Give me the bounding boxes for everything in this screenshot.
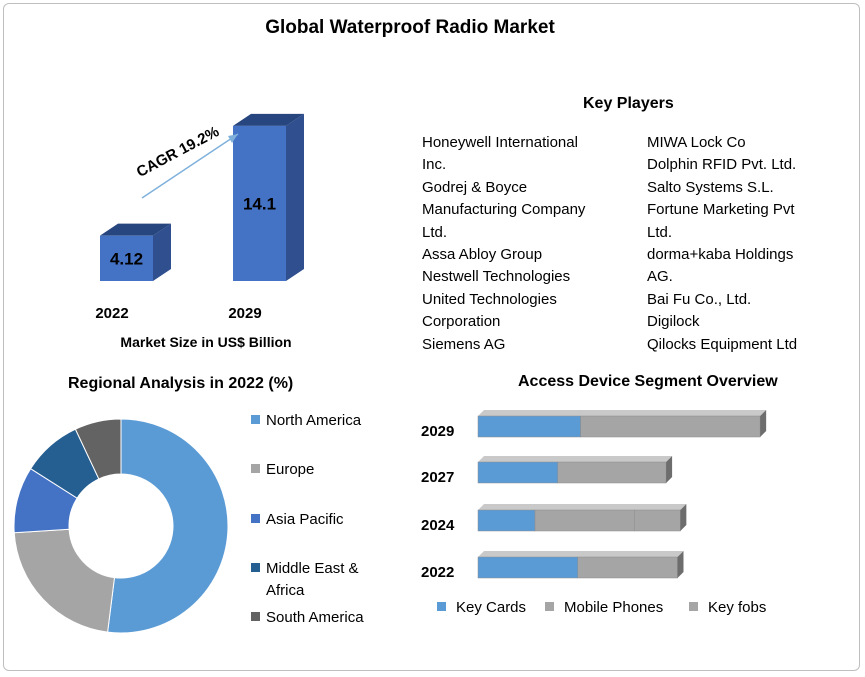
bar-top (233, 113, 304, 126)
bar-side (286, 113, 304, 282)
bar-2022-key-cards (477, 556, 578, 579)
legend-swatch-europe (251, 464, 260, 473)
legend-swatch-mobile-phones (545, 602, 554, 611)
bar-side-face (680, 504, 687, 531)
key-player-line: Salto Systems S.L. (647, 178, 774, 196)
access-chart-title: Access Device Segment Overview (518, 373, 778, 390)
key-player-line: Nestwell Technologies (422, 268, 571, 286)
bar-2027-mobile-phones (557, 461, 667, 484)
key-player-line: Assa Abloy Group (422, 246, 543, 264)
bar-side-face (666, 456, 673, 483)
key-player-line: Manufacturing Company (422, 201, 586, 219)
legend-label-middle-east-africa: Middle East & Africa (266, 560, 359, 599)
bar-top-face (478, 504, 687, 510)
key-players-column-2: MIWA Lock Co Dolphin RFID Pvt. Ltd. Salto … (647, 132, 797, 356)
legend-label-europe: Europe (266, 461, 314, 478)
market-size-axis-label: Market Size in US$ Billion (120, 334, 291, 350)
bar-category-label: 2022 (95, 305, 128, 322)
bar-value-label: 4.12 (110, 249, 143, 268)
bar-2029-mobile-phones (580, 415, 761, 438)
bar-2029-key-cards (477, 415, 581, 438)
regional-chart-title: Regional Analysis in 2022 (%) (68, 375, 294, 392)
bar-top-face (478, 551, 684, 557)
bar-2024-mobile-phones (534, 509, 635, 532)
legend-swatch-middle-east-africa (251, 563, 260, 572)
access-device-chart: 2029 2027 2024 2022 Key Cards Mobile Phones Ke… (421, 410, 766, 616)
bar-category-label: 2029 (228, 305, 261, 322)
key-player-line: Honeywell International (422, 134, 578, 151)
donut-slice-north-america (107, 418, 229, 634)
donut-slice-south-america (74, 418, 122, 480)
year-label-2029: 2029 (421, 423, 454, 440)
key-player-line: Digilock (647, 313, 700, 331)
key-player-line: Siemens AG (422, 335, 506, 353)
legend-label-mobile-phones: Mobile Phones (564, 599, 663, 616)
year-label-2024: 2024 (421, 517, 455, 534)
main-title: Global Waterproof Radio Market (265, 17, 555, 38)
bar-2024-key-fobs (634, 509, 681, 532)
key-player-line: Dolphin RFID Pvt. Ltd. (647, 156, 797, 174)
key-player-line: United Technologies (422, 290, 557, 308)
key-player-line: Bai Fu Co., Ltd. (647, 290, 752, 308)
key-player-line: MIWA Lock Co (647, 134, 746, 151)
year-label-2027: 2027 (421, 469, 454, 486)
legend-swatch-asia-pacific (251, 514, 260, 523)
legend-label-key-fobs: Key fobs (708, 599, 766, 616)
key-player-line: Corporation (422, 313, 501, 331)
bar-side-face (677, 551, 684, 578)
year-label-2022: 2022 (421, 564, 454, 581)
market-size-chart: 4.12 2022 14.1 2029 CAGR 19.2% Market Size in… (95, 113, 304, 350)
key-players-column-1: Honeywell International Inc. Godrej & Boyc… (422, 132, 585, 356)
bar-top-face (478, 410, 767, 416)
cagr-arrow-line (141, 133, 239, 199)
bar-value-label: 14.1 (243, 194, 276, 213)
legend-label-key-cards: Key Cards (456, 599, 526, 616)
legend-swatch-north-america (251, 415, 260, 424)
legend-label-south-america: South America (266, 609, 364, 626)
key-player-line: dorma+kaba Holdings (647, 246, 794, 264)
key-player-line: Ltd. (647, 223, 673, 241)
key-player-line: AG. (647, 268, 673, 286)
legend-label-north-america: North America (266, 412, 362, 429)
bar-2029 (233, 125, 286, 282)
legend-swatch-south-america (251, 612, 260, 621)
key-player-line: Qilocks Equipment Ltd (647, 335, 798, 353)
cagr-arrow-head (228, 134, 238, 143)
key-player-line: Ltd. (422, 223, 448, 241)
bar-side (153, 223, 171, 281)
legend-label-asia-pacific: Asia Pacific (266, 511, 344, 528)
cagr-label: CAGR 19.2% (134, 123, 222, 181)
donut-slice-europe (13, 528, 116, 633)
key-player-line: Inc. (422, 156, 447, 174)
key-player-line: Godrej & Boyce (422, 178, 528, 196)
key-players-title: Key Players (583, 95, 674, 112)
legend-swatch-key-cards (437, 602, 446, 611)
bar-side-face (760, 410, 767, 437)
bar-top (100, 223, 171, 236)
key-player-line: Fortune Marketing Pvt (647, 201, 795, 219)
legend-swatch-key-fobs (689, 602, 698, 611)
bar-2022 (100, 235, 153, 281)
bar-2022-mobile-phones (577, 556, 678, 579)
regional-donut-chart: North America Europe Asia Pacific Middle Ea… (13, 412, 364, 634)
bar-top-face (478, 456, 673, 462)
infographic-frame (3, 3, 860, 671)
bar-2024-key-cards (477, 509, 536, 532)
bar-2027-key-cards (477, 461, 559, 484)
